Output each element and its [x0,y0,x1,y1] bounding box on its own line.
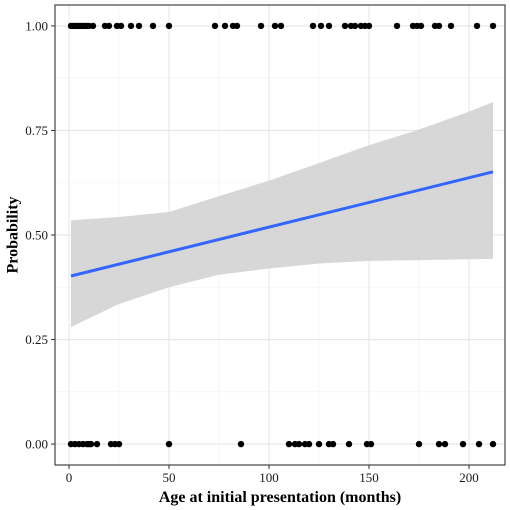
data-point [489,22,497,30]
data-point [315,440,323,448]
data-point [459,440,467,448]
data-point [447,22,455,30]
data-point [237,440,245,448]
data-point [305,440,313,448]
x-tick-label: 0 [66,470,73,485]
data-point [295,440,303,448]
data-point [135,22,143,30]
band-layer [71,102,493,328]
data-point [117,22,125,30]
data-point [317,22,325,30]
x-axis-title: Age at initial presentation (months) [159,489,401,506]
data-point [393,22,401,30]
data-point [475,440,483,448]
y-tick-label: 1.00 [25,18,48,33]
data-point [93,440,101,448]
x-tick-label: 200 [459,470,479,485]
data-point [365,22,373,30]
x-tick-label: 100 [259,470,279,485]
data-point [221,22,229,30]
data-point [211,22,219,30]
data-point [149,22,157,30]
confidence-band [71,102,493,328]
data-point [341,22,349,30]
data-point [115,440,123,448]
data-point [165,440,173,448]
y-tick-label: 0.00 [25,437,48,452]
data-point [325,22,333,30]
data-point [345,440,353,448]
y-tick-label: 0.25 [25,332,48,347]
data-point [271,22,279,30]
data-point [329,440,337,448]
data-point [285,440,293,448]
panel-border [54,4,506,466]
points-layer [67,22,497,448]
data-point [277,22,285,30]
data-point [351,22,359,30]
y-axis-title: Probability [5,196,22,273]
data-point [309,22,317,30]
x-tick-label: 150 [359,470,379,485]
y-tick-label: 0.50 [25,228,48,243]
data-point [367,440,375,448]
line-layer [70,170,494,278]
data-point [127,22,135,30]
data-point [441,440,449,448]
data-point [165,22,173,30]
data-point [435,22,443,30]
data-point [105,22,113,30]
data-point [233,22,241,30]
data-point [415,440,423,448]
data-point [87,440,95,448]
y-tick-label: 0.75 [25,123,48,138]
data-point [489,440,497,448]
data-point [417,22,425,30]
data-point [257,22,265,30]
axes-layer: 0 50 100 150 200 0.00 0.25 0.50 0.75 1.00 [25,4,506,485]
data-point [435,440,443,448]
fit-line [70,170,494,278]
x-tick-label: 50 [163,470,176,485]
data-point [473,22,481,30]
data-point [89,22,97,30]
